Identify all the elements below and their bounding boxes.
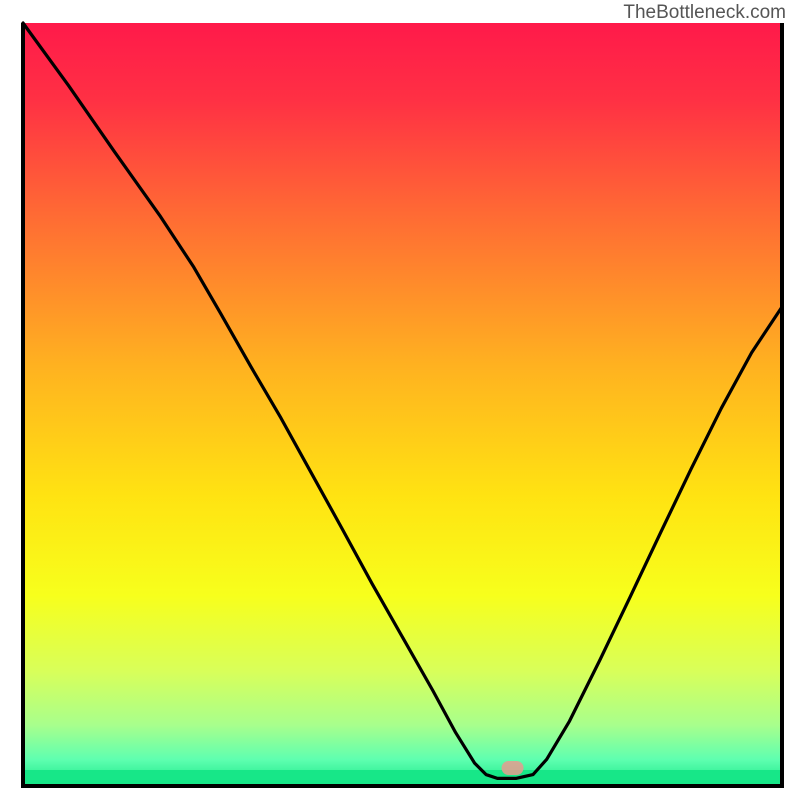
watermark-text: TheBottleneck.com bbox=[623, 2, 786, 24]
chart-bottom-band bbox=[23, 770, 782, 786]
bottleneck-chart bbox=[0, 0, 800, 800]
optimal-point-marker bbox=[502, 761, 524, 775]
chart-background-gradient bbox=[23, 23, 782, 786]
